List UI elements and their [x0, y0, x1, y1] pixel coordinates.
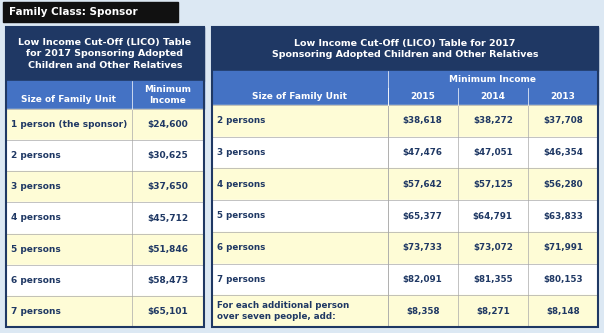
Text: 3 persons: 3 persons — [217, 148, 265, 157]
Text: $8,271: $8,271 — [476, 307, 510, 316]
Text: 4 persons: 4 persons — [11, 213, 61, 222]
Bar — [6, 202, 204, 233]
Text: 7 persons: 7 persons — [217, 275, 265, 284]
Bar — [6, 140, 204, 171]
Text: $47,476: $47,476 — [403, 148, 443, 157]
Bar — [212, 88, 388, 105]
Text: 5 persons: 5 persons — [217, 211, 265, 220]
Text: 2013: 2013 — [550, 92, 576, 101]
Bar — [6, 27, 204, 81]
Bar — [212, 295, 598, 327]
Text: $71,991: $71,991 — [543, 243, 583, 252]
Bar — [212, 71, 388, 88]
Bar — [6, 171, 204, 202]
Bar — [6, 81, 204, 109]
Text: Size of Family Unit: Size of Family Unit — [21, 95, 117, 104]
Text: 2014: 2014 — [480, 92, 506, 101]
Bar — [388, 88, 458, 105]
Bar — [6, 296, 204, 327]
Text: $45,712: $45,712 — [147, 213, 188, 222]
Bar — [6, 233, 204, 265]
Bar — [458, 88, 528, 105]
Bar — [212, 27, 598, 327]
Bar — [528, 88, 598, 105]
Bar — [212, 137, 598, 168]
Bar — [212, 105, 598, 137]
Bar — [212, 200, 598, 232]
Text: $65,101: $65,101 — [147, 307, 188, 316]
Text: $73,072: $73,072 — [473, 243, 513, 252]
Text: $38,618: $38,618 — [403, 116, 443, 125]
Text: 6 persons: 6 persons — [11, 276, 61, 285]
Text: 2 persons: 2 persons — [217, 116, 265, 125]
Text: Minimum
Income: Minimum Income — [144, 85, 191, 105]
Text: $51,846: $51,846 — [147, 245, 188, 254]
Text: $80,153: $80,153 — [543, 275, 583, 284]
Text: $73,733: $73,733 — [403, 243, 443, 252]
Text: $63,833: $63,833 — [543, 211, 583, 220]
Text: $57,642: $57,642 — [403, 180, 443, 189]
Text: 2015: 2015 — [410, 92, 435, 101]
Text: $37,708: $37,708 — [543, 116, 583, 125]
Bar — [3, 2, 178, 22]
Text: $56,280: $56,280 — [543, 180, 583, 189]
Text: 3 persons: 3 persons — [11, 182, 61, 191]
Text: $24,600: $24,600 — [147, 120, 188, 129]
Text: For each additional person
over seven people, add:: For each additional person over seven pe… — [217, 301, 349, 321]
Text: $57,125: $57,125 — [473, 180, 513, 189]
Bar — [6, 265, 204, 296]
Bar — [212, 264, 598, 295]
Text: $64,791: $64,791 — [473, 211, 513, 220]
Text: $47,051: $47,051 — [473, 148, 513, 157]
Bar — [388, 71, 598, 88]
Text: $65,377: $65,377 — [403, 211, 443, 220]
Text: $82,091: $82,091 — [403, 275, 443, 284]
Text: 1 person (the sponsor): 1 person (the sponsor) — [11, 120, 127, 129]
Text: $37,650: $37,650 — [147, 182, 188, 191]
Bar — [6, 109, 204, 140]
Bar — [212, 27, 598, 71]
Text: $46,354: $46,354 — [543, 148, 583, 157]
Text: Size of Family Unit: Size of Family Unit — [252, 92, 347, 101]
Text: 4 persons: 4 persons — [217, 180, 265, 189]
Bar — [6, 27, 204, 327]
Bar — [212, 168, 598, 200]
Text: Minimum Income: Minimum Income — [449, 75, 536, 84]
Text: $38,272: $38,272 — [473, 116, 513, 125]
Text: $30,625: $30,625 — [147, 151, 188, 160]
Text: 7 persons: 7 persons — [11, 307, 61, 316]
Bar — [212, 232, 598, 264]
Text: Low Income Cut-Off (LICO) Table
for 2017 Sponsoring Adopted
Children and Other R: Low Income Cut-Off (LICO) Table for 2017… — [19, 38, 191, 70]
Text: $8,358: $8,358 — [406, 307, 440, 316]
Text: Family Class: Sponsor: Family Class: Sponsor — [9, 7, 138, 17]
Text: 6 persons: 6 persons — [217, 243, 265, 252]
Text: 5 persons: 5 persons — [11, 245, 61, 254]
Text: $58,473: $58,473 — [147, 276, 188, 285]
Text: Low Income Cut-Off (LICO) Table for 2017
Sponsoring Adopted Children and Other R: Low Income Cut-Off (LICO) Table for 2017… — [272, 39, 538, 59]
Text: $81,355: $81,355 — [473, 275, 513, 284]
Text: 2 persons: 2 persons — [11, 151, 61, 160]
Text: $8,148: $8,148 — [546, 307, 580, 316]
